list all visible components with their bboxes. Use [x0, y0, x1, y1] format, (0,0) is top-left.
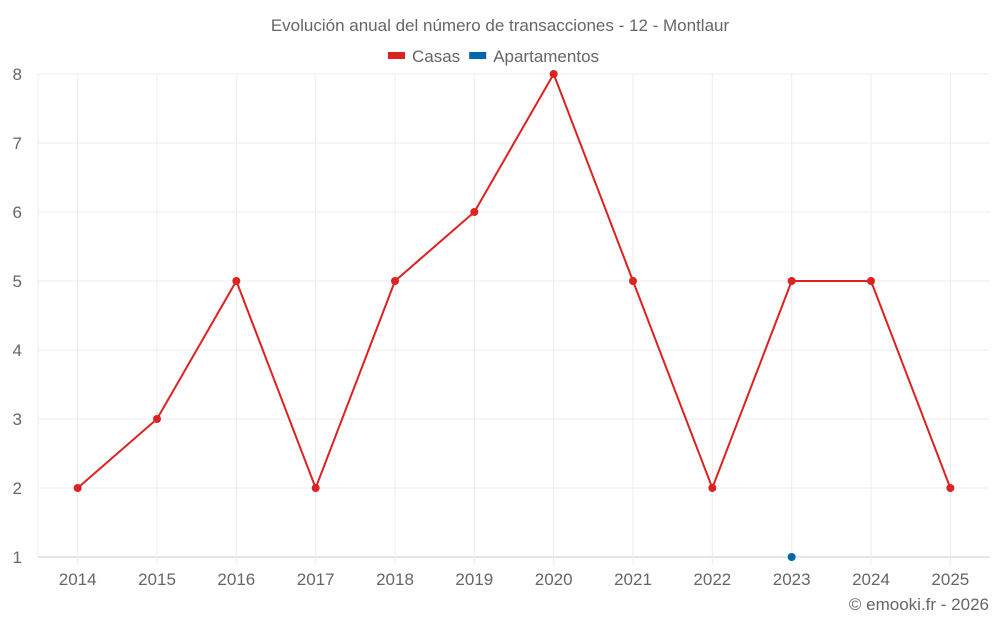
y-tick-label: 6: [13, 203, 22, 222]
x-tick-label: 2021: [614, 570, 652, 589]
grid: [37, 73, 990, 565]
data-point: [787, 277, 796, 285]
x-tick-label: 2019: [455, 570, 493, 589]
data-point: [946, 484, 955, 492]
footer-credit: © emooki.fr - 2026: [849, 595, 989, 614]
y-tick-label: 5: [13, 272, 22, 291]
data-point: [708, 484, 717, 492]
legend-swatch-casas: [388, 52, 405, 59]
x-tick-label: 2017: [297, 570, 335, 589]
x-tick-label: 2020: [535, 570, 573, 589]
data-point: [153, 415, 161, 423]
x-tick-label: 2018: [376, 570, 414, 589]
series: [73, 70, 955, 561]
data-point: [232, 277, 241, 285]
legend-label-casas: Casas: [412, 47, 460, 66]
x-tick-label: 2024: [852, 570, 890, 589]
y-axis: 1 2 3 4 5 6 7 8: [13, 65, 22, 567]
y-tick-label: 8: [13, 65, 22, 84]
data-point: [549, 70, 558, 78]
x-tick-label: 2016: [217, 570, 255, 589]
y-tick-label: 4: [13, 341, 22, 360]
x-tick-label: 2014: [59, 570, 97, 589]
series-line-casas: [77, 71, 952, 491]
data-point: [867, 277, 875, 285]
x-tick-label: 2015: [138, 570, 176, 589]
legend: Casas Apartamentos: [388, 47, 599, 66]
x-tick-label: 2022: [693, 570, 731, 589]
legend-swatch-apartamentos: [469, 52, 487, 59]
x-axis: 2014 2015 2016 2017 2018 2019 2020 2021 2022 2023…: [59, 570, 969, 589]
y-tick-label: 1: [13, 548, 22, 567]
data-point: [391, 277, 399, 285]
data-point: [629, 277, 637, 285]
y-tick-label: 2: [13, 479, 22, 498]
x-tick-label: 2025: [931, 570, 969, 589]
chart-title: Evolución anual del número de transaccio…: [271, 16, 730, 35]
y-tick-label: 7: [13, 134, 22, 153]
y-tick-label: 3: [13, 410, 22, 429]
data-point: [470, 208, 479, 216]
data-point: [73, 484, 82, 492]
data-point: [787, 553, 796, 561]
legend-label-apartamentos: Apartamentos: [493, 47, 599, 66]
data-point: [311, 484, 320, 492]
x-tick-label: 2023: [773, 570, 811, 589]
